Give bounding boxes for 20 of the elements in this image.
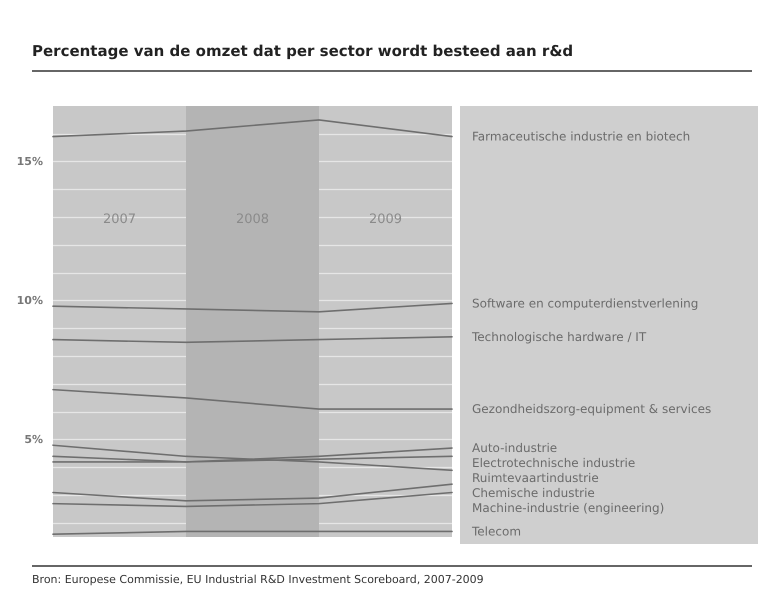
series-label: Machine-industrie (engineering) xyxy=(472,501,664,516)
chart-title: Percentage van de omzet dat per sector wordt besteed aan r&d xyxy=(32,42,752,72)
y-tick-label: 10% xyxy=(16,294,43,308)
x-tick-label: 2007 xyxy=(102,212,136,227)
series-label: Telecom xyxy=(471,524,522,538)
series-label: Software en computerdienstverlening xyxy=(472,296,698,310)
series-label: Gezondheidszorg-equipment & services xyxy=(472,402,712,416)
x-tick-label: 2009 xyxy=(368,212,402,227)
series-label: Chemische industrie xyxy=(472,486,595,500)
y-tick-label: 5% xyxy=(24,433,43,446)
series-label: Farmaceutische industrie en biotech xyxy=(472,130,690,144)
series-label: Ruimtevaartindustrie xyxy=(472,471,599,486)
line-series xyxy=(52,302,453,313)
line-series xyxy=(52,444,453,472)
text: Bron: Europese Commissie, EU Industrial R&D Investment Scoreboard, 2007-2009 xyxy=(32,565,752,586)
series-label: Auto-industrie xyxy=(472,441,558,456)
series-label: Technologische hardware / IT xyxy=(471,330,647,344)
y-tick-label: 15% xyxy=(16,155,43,168)
series-label: Electrotechnische industrie xyxy=(472,456,636,470)
line-series xyxy=(52,483,453,502)
